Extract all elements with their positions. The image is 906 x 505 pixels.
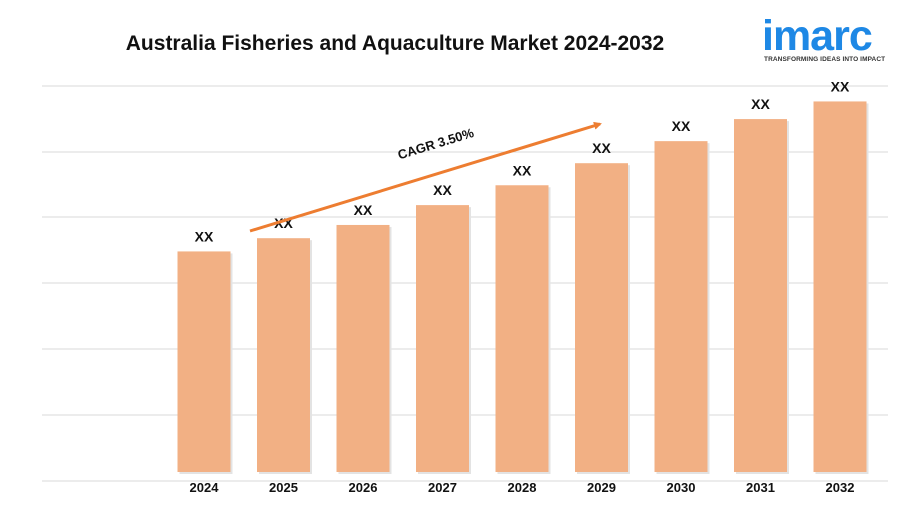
x-tick-2030: 2030 <box>667 480 696 495</box>
data-label-2026: XX <box>354 202 373 218</box>
bar-2032 <box>813 101 867 472</box>
x-tick-2029: 2029 <box>587 480 616 495</box>
imarc-logo: imarc TRANSFORMING IDEAS INTO IMPACT <box>762 10 894 66</box>
data-label-2031: XX <box>751 96 770 112</box>
x-axis-ticks: 2024 2025 2026 2027 2028 2029 2030 2031 2032 <box>190 480 855 495</box>
bar-2026 <box>336 224 390 472</box>
bar-2027 <box>416 205 469 472</box>
bar-2031 <box>734 119 787 472</box>
x-tick-2031: 2031 <box>746 480 775 495</box>
chart-title: Australia Fisheries and Aquaculture Mark… <box>125 32 665 55</box>
bar-2029 <box>575 163 628 472</box>
data-label-2032: XX <box>831 78 850 94</box>
cagr-arrow <box>249 121 602 233</box>
x-tick-2026: 2026 <box>349 480 378 495</box>
cagr-label: CAGR 3.50% <box>396 125 476 162</box>
x-tick-2032: 2032 <box>826 480 855 495</box>
bar-2025 <box>257 238 310 472</box>
logo-tagline: TRANSFORMING IDEAS INTO IMPACT <box>764 56 886 63</box>
x-tick-2028: 2028 <box>508 480 537 495</box>
data-label-2029: XX <box>592 140 611 156</box>
x-tick-2024: 2024 <box>190 480 220 495</box>
x-tick-2025: 2025 <box>269 480 298 495</box>
bars <box>177 101 869 474</box>
data-label-2024: XX <box>195 228 214 244</box>
logo-wordmark: imarc <box>762 12 873 60</box>
data-label-2030: XX <box>672 118 691 134</box>
x-tick-2027: 2027 <box>428 480 457 495</box>
bar-2028 <box>495 185 549 472</box>
data-label-2027: XX <box>433 182 452 198</box>
data-label-2028: XX <box>513 162 532 178</box>
bar-2030 <box>654 141 708 472</box>
bar-2024 <box>177 251 231 472</box>
